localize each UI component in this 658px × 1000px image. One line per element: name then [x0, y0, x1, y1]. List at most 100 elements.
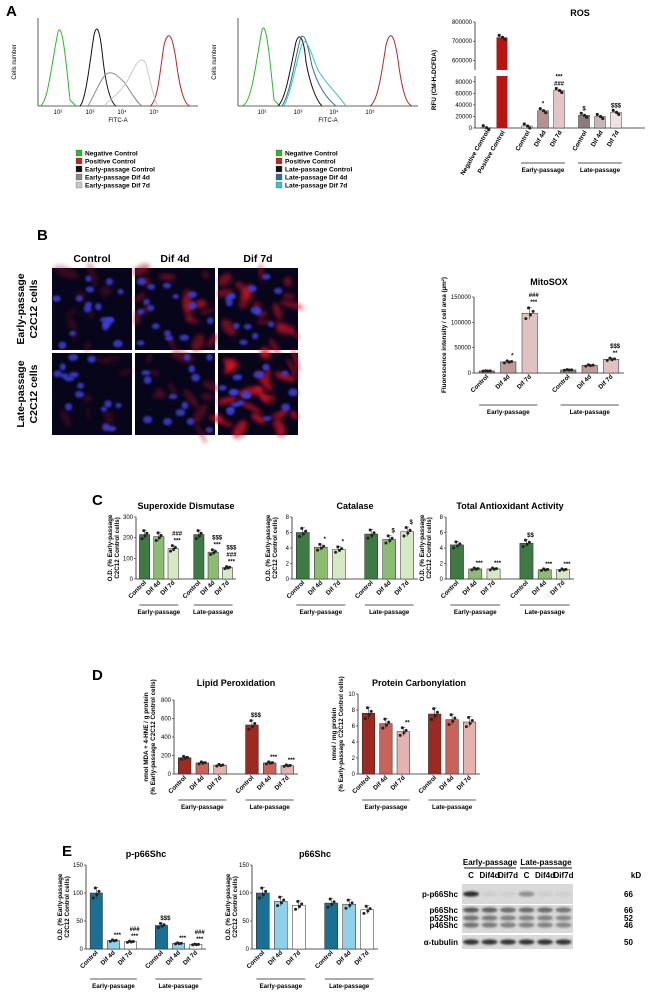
- legend-swatch: [75, 157, 83, 165]
- cytoplasm-signal: [134, 292, 146, 302]
- data-point: [404, 728, 408, 732]
- legend-label: Positive Control: [85, 159, 136, 166]
- data-point: [332, 900, 336, 904]
- significance-label: ***: [564, 562, 572, 568]
- data-point: [585, 115, 589, 119]
- nucleus: [250, 306, 260, 314]
- nucleus: [243, 323, 252, 330]
- bar: [324, 902, 338, 950]
- data-point: [472, 566, 476, 570]
- cytoplasm-signal: [251, 413, 266, 424]
- group-label: Early-passage: [487, 409, 530, 416]
- cytoplasm-signal: [191, 403, 208, 426]
- data-point: [476, 567, 480, 571]
- group-label: Late-passage: [525, 609, 566, 616]
- significance-label: *: [542, 102, 545, 108]
- histogram-late-dif4d: [281, 35, 337, 107]
- lane-label: C: [468, 871, 474, 880]
- nucleus: [257, 371, 265, 378]
- y-axis-label: nmol MDA + 4-HNE / g protein: [143, 692, 150, 781]
- x-tick-label: Dif 7d: [516, 373, 533, 390]
- data-point: [128, 939, 132, 943]
- y-tick-label: 600000: [452, 58, 473, 64]
- data-point: [337, 548, 341, 552]
- group-label: Early-passage: [454, 609, 497, 616]
- nucleus: [68, 353, 79, 361]
- data-point: [346, 898, 350, 902]
- nucleus: [60, 373, 69, 379]
- y-axis-label: C2C12 Control cells): [114, 517, 121, 579]
- blot-membrane: [462, 884, 573, 904]
- nucleus: [143, 376, 152, 384]
- nucleus: [239, 339, 248, 345]
- x-tick-label: Control: [235, 774, 256, 795]
- data-point: [170, 544, 174, 548]
- data-point: [288, 763, 292, 767]
- chart-title: p-p66Shc: [126, 849, 167, 859]
- y-axis-label: O.D. (% Early-passage: [225, 873, 232, 940]
- data-point: [458, 542, 462, 546]
- significance-label: ###: [130, 927, 141, 933]
- bar: [292, 905, 306, 950]
- blot-band: [481, 915, 498, 921]
- data-point: [253, 722, 257, 726]
- histogram-early-control: [79, 28, 117, 107]
- cytoplasm-signal: [221, 319, 237, 336]
- cytoplasm-signal: [152, 386, 162, 400]
- data-point: [484, 369, 488, 373]
- data-point: [408, 528, 412, 532]
- y-tick-label: 0: [130, 577, 134, 583]
- data-point: [158, 921, 162, 925]
- data-point: [215, 764, 219, 768]
- blot-group-label: Late-passage: [520, 858, 572, 867]
- flow2-xlabel: FITC-A: [318, 118, 337, 124]
- cytoplasm-signal: [235, 281, 251, 295]
- data-point: [490, 566, 494, 570]
- bar: [193, 534, 205, 580]
- group-label: Early-passage: [259, 983, 302, 990]
- bar: [296, 532, 310, 580]
- x-tick-label: Dif 4d: [461, 579, 478, 596]
- data-point: [494, 567, 498, 571]
- bar: [274, 901, 288, 950]
- data-point: [456, 544, 460, 548]
- data-point: [591, 363, 595, 367]
- blot-band: [518, 922, 535, 928]
- cytoplasm-signal: [282, 293, 296, 299]
- flow-histogram-early: Cells number FITC-A 10² 10³ 10⁴ 10⁵ Nega…: [12, 18, 198, 190]
- y-tick-label: 200: [123, 536, 134, 542]
- data-point: [398, 733, 402, 737]
- blot-row-label: p66Shc: [430, 906, 459, 915]
- data-point: [95, 893, 99, 897]
- data-point: [300, 526, 304, 530]
- cytoplasm-signal: [67, 317, 75, 329]
- data-point: [528, 313, 532, 317]
- blot-band: [555, 907, 572, 913]
- nucleus: [136, 340, 145, 346]
- legend-label: Early-passage Dif 4d: [85, 175, 150, 182]
- group-label: Late-passage: [329, 983, 370, 990]
- data-point: [261, 893, 265, 897]
- significance-label: ***: [228, 559, 236, 565]
- nucleus: [179, 334, 190, 341]
- data-point: [366, 536, 370, 540]
- data-point: [264, 889, 268, 893]
- nucleus: [232, 373, 243, 381]
- data-point: [502, 361, 506, 365]
- data-point: [452, 546, 456, 550]
- cytoplasm-signal: [259, 347, 271, 360]
- data-point: [318, 542, 322, 546]
- legend-swatch: [275, 157, 283, 165]
- data-point: [350, 901, 354, 905]
- cytoplasm-signal: [199, 308, 216, 315]
- x-tick-label: Dif 4d: [533, 129, 548, 148]
- panel-label-b: B: [37, 227, 48, 244]
- cytoplasm-signal: [258, 394, 277, 401]
- data-point: [560, 567, 564, 571]
- nucleus: [147, 283, 156, 290]
- nucleus: [100, 406, 107, 412]
- cytoplasm-signal: [276, 324, 296, 335]
- y-axis-label: Fluorescence intensity / cell area (µm²): [441, 277, 448, 393]
- data-point: [433, 714, 437, 718]
